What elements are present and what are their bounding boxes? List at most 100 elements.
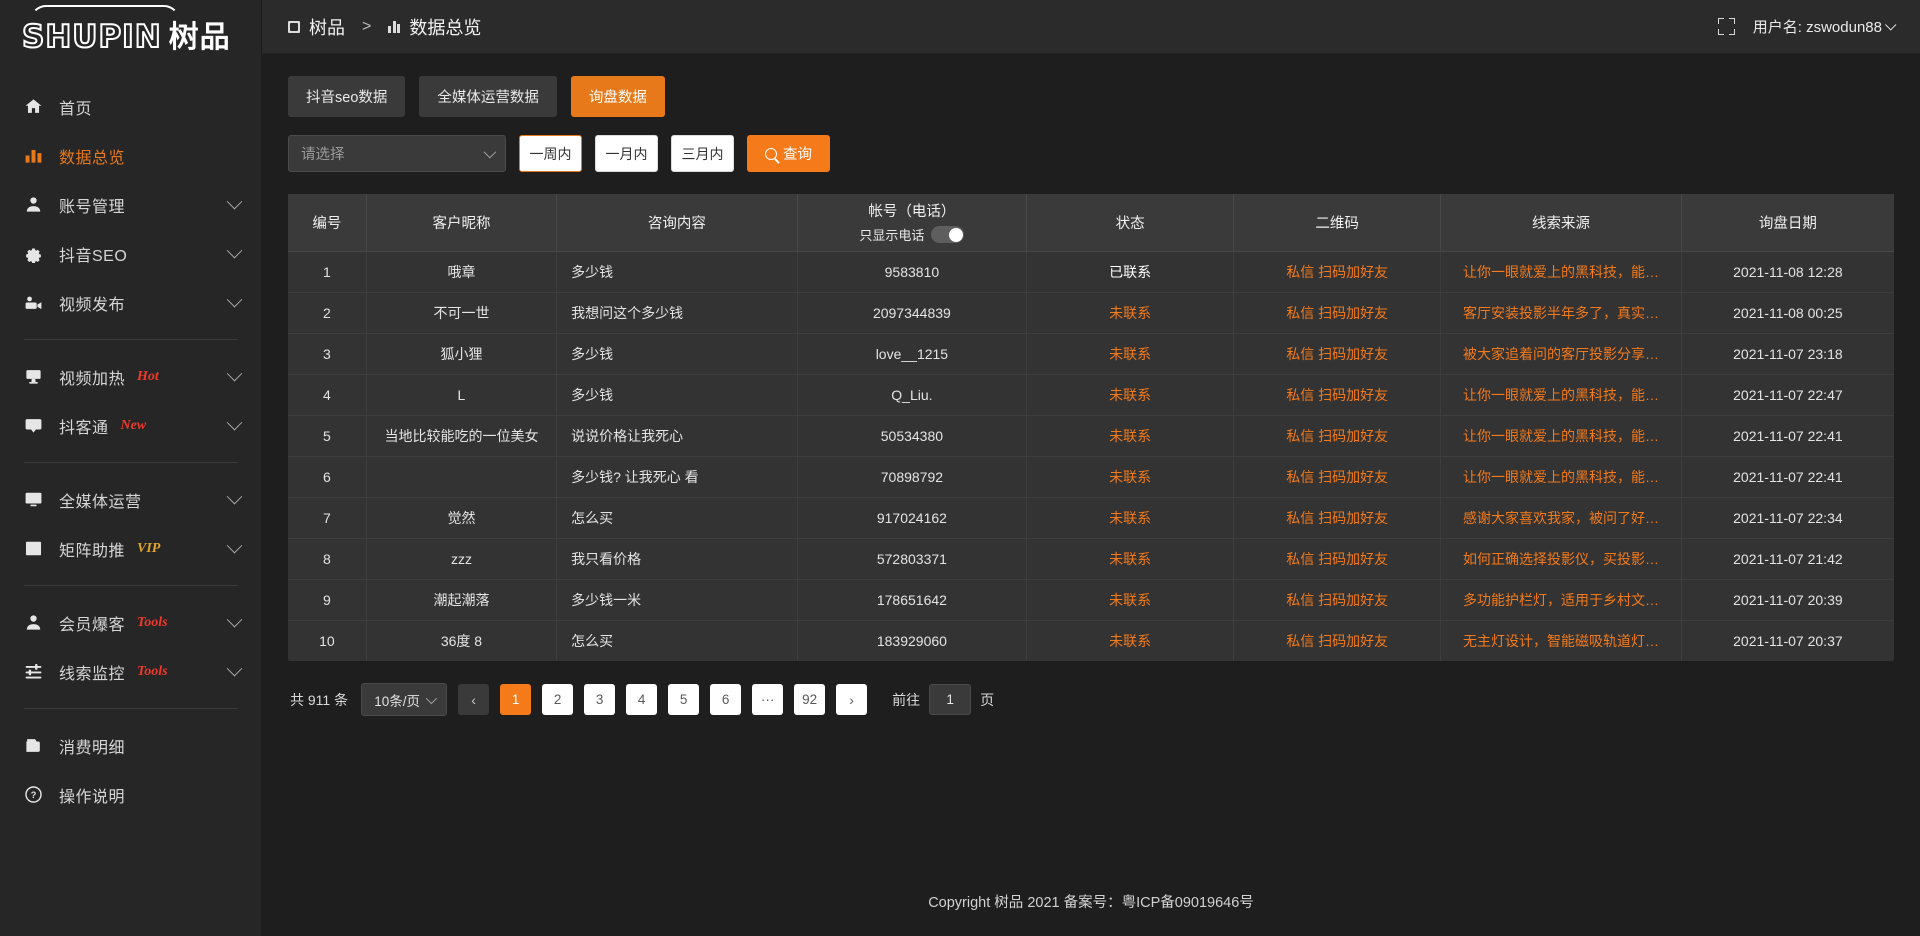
qrcode-link[interactable]: 私信 扫码加好友 [1233,497,1442,539]
source-link[interactable]: 多功能护栏灯，适用于乡村文… [1462,591,1659,608]
cell-source: 让你一眼就爱上的黑科技，能… [1440,456,1682,498]
cell-account: love__1215 [797,333,1028,375]
fullscreen-icon[interactable] [1717,18,1735,35]
cell-date: 2021-11-07 22:41 [1681,415,1894,457]
cell-account: 50534380 [797,415,1028,457]
page-number-5[interactable]: 5 [668,684,700,715]
chevron-down-icon[interactable] [226,660,243,677]
table-body: 1 哦章 多少钱 9583810 已联系 私信 扫码加好友 让你一眼就爱上的黑科技，能… 20… [288,251,1894,661]
cell-date: 2021-11-07 21:42 [1681,538,1894,580]
sidebar-item-11[interactable]: 消费明细 [0,721,262,770]
sidebar-item-1[interactable]: 数据总览 [0,131,262,180]
breadcrumb: 树品 > 数据总览 [288,14,481,40]
range-button-1[interactable]: 一月内 [595,135,658,172]
account-select[interactable]: 请选择 [288,135,506,172]
sidebar-item-6[interactable]: 抖客通 New [0,401,262,450]
col-content[interactable]: 咨询内容 [556,194,798,252]
sidebar-item-4[interactable]: 视频发布 [0,278,262,327]
brand-logo[interactable]: SHUPIN 树品 [0,0,262,66]
tab-0[interactable]: 抖音seo数据 [288,76,406,117]
goto-page-input[interactable] [929,684,972,715]
source-link[interactable]: 让你一眼就爱上的黑科技，能… [1462,427,1659,444]
total-count-label: 共 911 条 [290,691,349,708]
source-link[interactable]: 如何正确选择投影仪，买投影… [1462,550,1659,567]
col-nickname[interactable]: 客户昵称 [366,194,558,252]
status-badge: 未联系 [1026,579,1235,621]
qrcode-link[interactable]: 私信 扫码加好友 [1233,415,1442,457]
chevron-down-icon[interactable] [226,414,243,431]
sidebar-item-8[interactable]: 矩阵助推 VIP [0,524,262,573]
sidebar-item-10[interactable]: 线索监控 Tools [0,647,262,696]
page-number-3[interactable]: 3 [584,684,616,715]
sidebar-item-5[interactable]: 视频加热 Hot [0,352,262,401]
prev-page-button[interactable]: ‹ [458,684,490,715]
qrcode-link[interactable]: 私信 扫码加好友 [1233,251,1442,293]
qrcode-link[interactable]: 私信 扫码加好友 [1233,579,1442,621]
page-size-label: 10条/页 [374,693,420,709]
sidebar-item-badge: Tools [137,614,168,630]
cell-date: 2021-11-07 22:41 [1681,456,1894,498]
source-link[interactable]: 让你一眼就爱上的黑科技，能… [1462,468,1659,485]
page-size-select[interactable]: 10条/页 [361,683,448,716]
breadcrumb-root[interactable]: 树品 [309,17,345,38]
col-status[interactable]: 状态 [1026,194,1235,252]
source-link[interactable]: 让你一眼就爱上的黑科技，能… [1462,263,1659,280]
phone-only-label: 只显示电话 [859,228,925,244]
range-button-2[interactable]: 三月内 [671,135,734,172]
chevron-down-icon[interactable] [226,611,243,628]
sidebar-item-0[interactable]: 首页 [0,82,262,131]
qrcode-link[interactable]: 私信 扫码加好友 [1233,456,1442,498]
sidebar-item-7[interactable]: 全媒体运营 [0,475,262,524]
qrcode-link[interactable]: 私信 扫码加好友 [1233,374,1442,416]
col-date[interactable]: 询盘日期 [1681,194,1894,252]
page-number-92[interactable]: 92 [794,684,826,715]
page-number-···[interactable]: ··· [752,684,784,715]
sidebar-item-3[interactable]: 抖音SEO [0,229,262,278]
tab-2[interactable]: 询盘数据 [570,76,665,117]
chevron-down-icon[interactable] [226,193,243,210]
cell-source: 无主灯设计，智能磁吸轨道灯… [1440,620,1682,661]
page-number-2[interactable]: 2 [542,684,574,715]
col-qrcode[interactable]: 二维码 [1233,194,1442,252]
search-button[interactable]: 查询 [747,135,830,172]
chevron-down-icon[interactable] [226,242,243,259]
phone-only-toggle[interactable] [931,226,965,244]
qrcode-link[interactable]: 私信 扫码加好友 [1233,333,1442,375]
gear-icon [24,244,46,263]
user-menu[interactable]: 用户名: zswodun88 [1753,16,1897,37]
sidebar-item-2[interactable]: 账号管理 [0,180,262,229]
col-no[interactable]: 编号 [288,194,367,252]
sidebar-item-9[interactable]: 会员爆客 Tools [0,598,262,647]
next-page-button[interactable]: › [836,684,868,715]
page-number-1[interactable]: 1 [500,684,532,715]
qrcode-link[interactable]: 私信 扫码加好友 [1233,620,1442,661]
chevron-down-icon[interactable] [226,365,243,382]
search-button-label: 查询 [783,147,812,163]
sidebar-item-badge: Hot [137,368,159,384]
source-link[interactable]: 被大家追着问的客厅投影分享… [1462,345,1659,362]
page-number-6[interactable]: 6 [710,684,742,715]
source-link[interactable]: 无主灯设计，智能磁吸轨道灯… [1462,632,1659,649]
cell-account: 183929060 [797,620,1028,661]
chevron-down-icon[interactable] [226,537,243,554]
table-row: 1 哦章 多少钱 9583810 已联系 私信 扫码加好友 让你一眼就爱上的黑科技，能… 20… [288,251,1894,293]
cell-no: 2 [288,292,367,334]
source-link[interactable]: 客厅安装投影半年多了，真实… [1462,304,1659,321]
chevron-down-icon[interactable] [226,291,243,308]
col-source[interactable]: 线索来源 [1440,194,1682,252]
range-button-0[interactable]: 一周内 [519,135,582,172]
sidebar-item-label: 矩阵助推 [59,542,126,560]
source-link[interactable]: 让你一眼就爱上的黑科技，能… [1462,386,1659,403]
cell-content: 我想问这个多少钱 [556,292,798,334]
source-link[interactable]: 感谢大家喜欢我家，被问了好… [1462,509,1659,526]
grid-icon [24,539,46,558]
col-account: 帐号（电话） 只显示电话 [797,194,1028,252]
qrcode-link[interactable]: 私信 扫码加好友 [1233,292,1442,334]
qrcode-link[interactable]: 私信 扫码加好友 [1233,538,1442,580]
tab-1[interactable]: 全媒体运营数据 [419,76,557,117]
sidebar-item-12[interactable]: ? 操作说明 [0,770,262,819]
page-number-4[interactable]: 4 [626,684,658,715]
cell-content: 怎么买 [556,620,798,661]
chevron-down-icon[interactable] [226,488,243,505]
status-badge: 未联系 [1026,456,1235,498]
